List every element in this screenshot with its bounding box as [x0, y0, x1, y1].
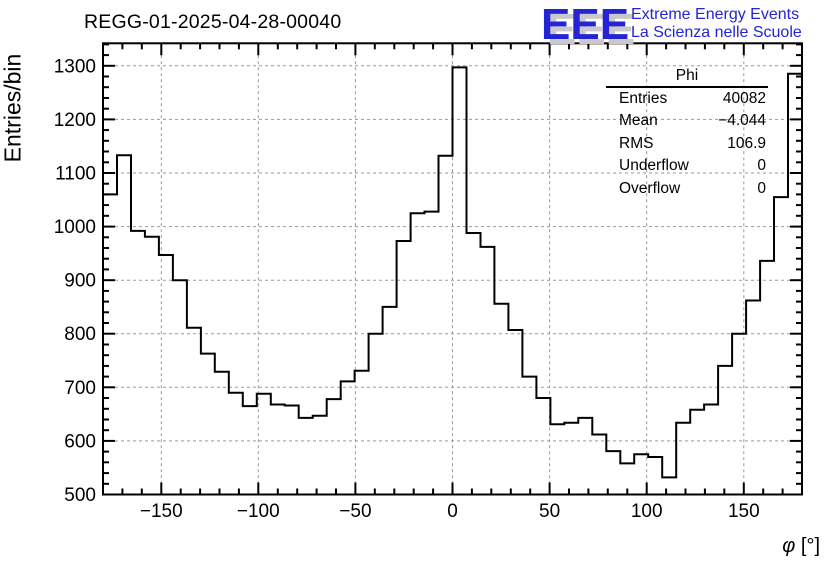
axis-ticks	[103, 43, 802, 495]
stats-title: Phi	[606, 66, 768, 88]
stats-label: Entries	[619, 90, 668, 107]
y-axis-title: Entries/bin	[0, 53, 26, 163]
stats-label: RMS	[619, 134, 654, 152]
stats-row-mean: Mean −4.044	[606, 110, 768, 132]
x-tick-label: −150	[140, 501, 183, 522]
eee-logo: EEE	[541, 0, 630, 49]
x-axis-title: φ [°]	[740, 535, 820, 558]
stats-value: 106.9	[727, 134, 766, 152]
eee-logo-line2: La Scienza nelle Scuole	[631, 24, 802, 41]
x-tick-label: 150	[728, 501, 760, 522]
y-tick-labels: 500 600 700 800 900 1000 1100 1200 1300	[54, 56, 96, 506]
stats-row-overflow: Overflow 0	[606, 178, 768, 200]
stats-value: 0	[757, 157, 766, 175]
x-tick-label: 0	[447, 501, 458, 522]
x-tick-labels: −150 −100 −50 0 50 100 150	[140, 501, 760, 522]
y-tick-label: 800	[64, 324, 96, 345]
y-tick-label: 600	[64, 431, 96, 452]
x-tick-label: 50	[539, 501, 560, 522]
stats-label: Mean	[619, 112, 658, 130]
eee-logo-caption: Extreme Energy Events La Scienza nelle S…	[631, 6, 802, 42]
x-axis-unit: [°]	[795, 535, 820, 557]
stats-value: 40082	[722, 90, 766, 107]
histogram-line	[103, 66, 802, 479]
stats-row-entries: Entries 40082	[606, 88, 768, 110]
x-tick-label: 100	[631, 501, 663, 522]
stats-row-underflow: Underflow 0	[606, 155, 768, 177]
stats-label: Overflow	[619, 179, 681, 197]
eee-logo-line1: Extreme Energy Events	[631, 6, 800, 23]
y-tick-label: 1200	[54, 110, 96, 131]
stats-value: −4.044	[718, 112, 766, 130]
page-title: REGG-01-2025-04-28-00040	[84, 11, 342, 33]
stats-row-rms: RMS 106.9	[606, 133, 768, 155]
x-tick-label: −50	[339, 501, 371, 522]
x-tick-label: −100	[237, 501, 280, 522]
grid-lines	[103, 43, 802, 495]
y-tick-label: 1000	[54, 217, 96, 238]
y-tick-label: 700	[64, 378, 96, 399]
stats-label: Underflow	[619, 157, 689, 175]
stats-value: 0	[757, 179, 766, 197]
y-tick-label: 1100	[55, 164, 96, 185]
y-tick-label: 1300	[54, 56, 96, 77]
stats-box: Phi Entries 40082 Mean −4.044 RMS 106.9 …	[606, 66, 768, 200]
y-tick-label: 500	[64, 485, 96, 506]
y-tick-label: 900	[64, 271, 96, 292]
phi-symbol: φ	[782, 535, 796, 557]
